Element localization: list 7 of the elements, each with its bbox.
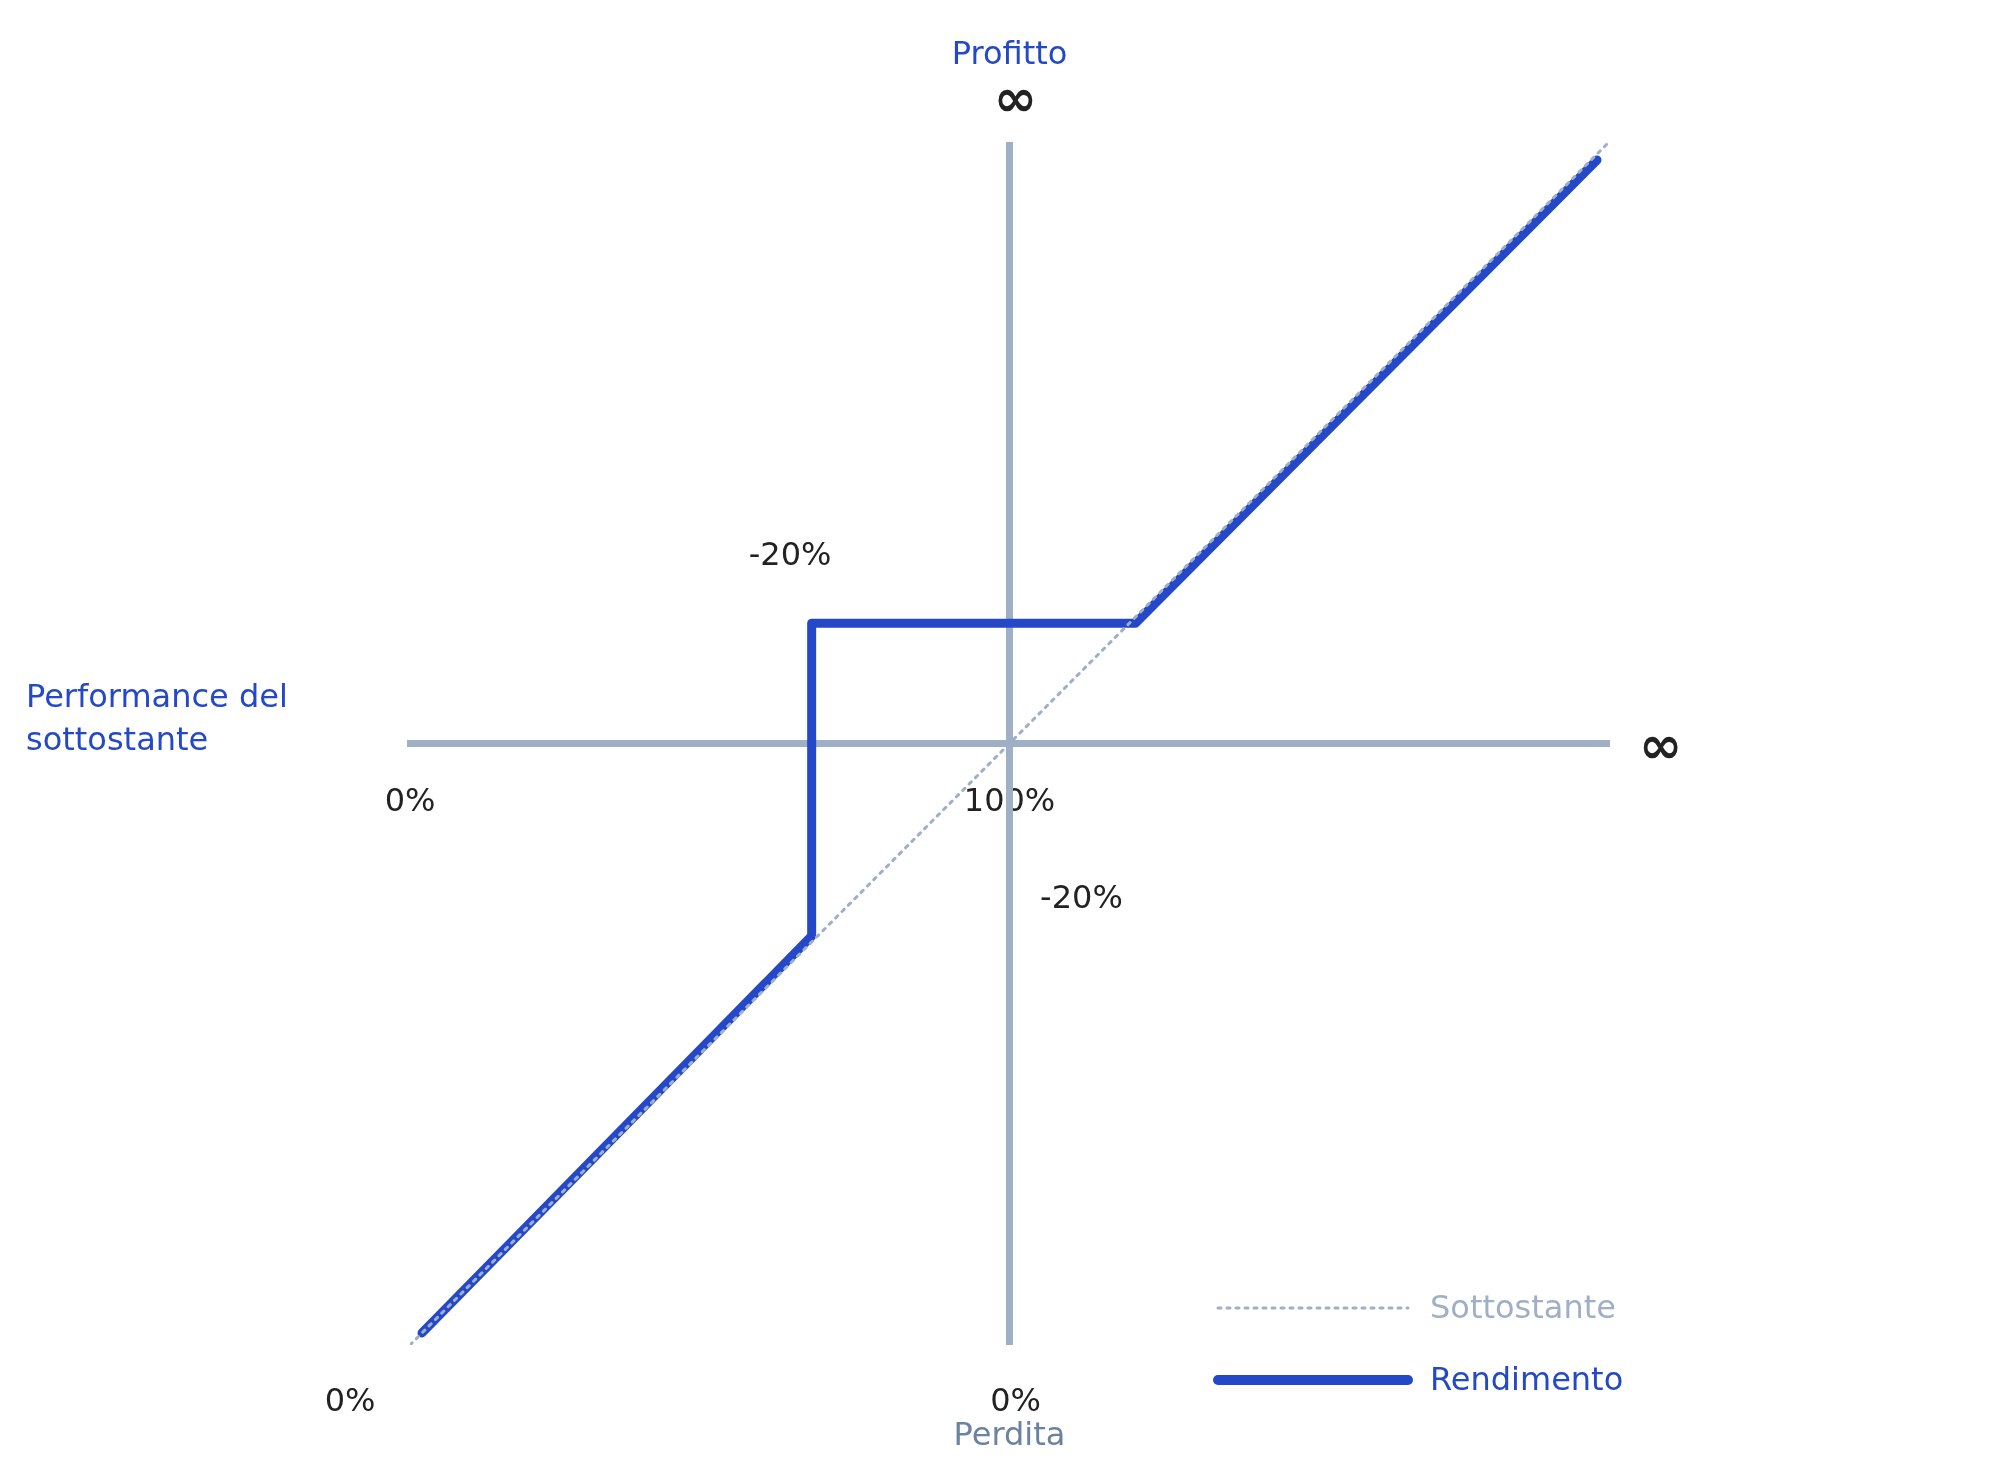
x-axis-title: Performance del sottostante <box>26 676 288 758</box>
annotation: -20% <box>748 535 832 574</box>
text: ∞ <box>1639 715 1683 776</box>
text: Sottostante <box>1430 1288 1616 1327</box>
text: 0% <box>324 1381 376 1420</box>
annotation: -20% <box>1040 878 1123 917</box>
text: Rendimento <box>1430 1360 1624 1399</box>
